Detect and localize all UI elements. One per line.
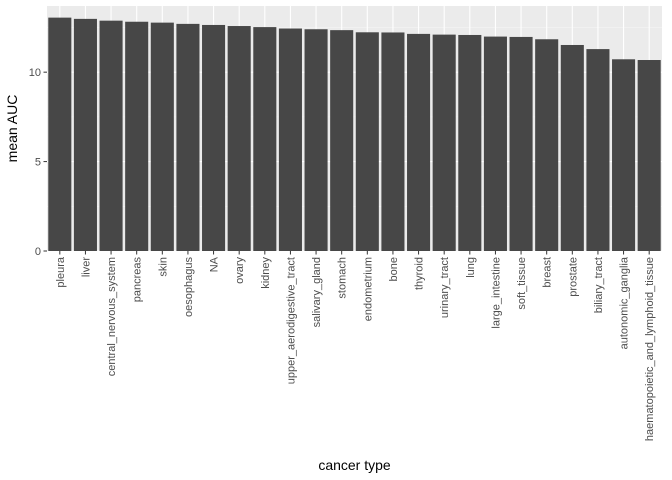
bar-bone bbox=[381, 32, 405, 252]
x-tick-label: biliary_tract bbox=[593, 257, 605, 313]
x-tick-label: oesophagus bbox=[183, 257, 195, 317]
x-tick-label: bone bbox=[388, 257, 400, 281]
x-tick-label: kidney bbox=[260, 257, 272, 289]
y-axis-title: mean AUC bbox=[4, 95, 20, 163]
bar-oesophagus bbox=[176, 23, 200, 252]
x-tick-label: skin bbox=[157, 257, 169, 277]
x-tick-label: soft_tissue bbox=[516, 257, 528, 310]
x-tick-label: central_nervous_system bbox=[106, 257, 118, 376]
y-tick-label: 5 bbox=[35, 157, 41, 169]
bar-NA bbox=[202, 24, 226, 251]
bar-kidney bbox=[253, 27, 277, 252]
x-tick-label: thyroid bbox=[414, 257, 426, 290]
y-tick-label: 0 bbox=[35, 246, 41, 258]
bar-breast bbox=[535, 39, 559, 252]
x-tick-label: pleura bbox=[55, 256, 67, 287]
x-axis-title: cancer type bbox=[318, 457, 391, 473]
x-tick-label: salivary_gland bbox=[311, 257, 323, 327]
bar-prostate bbox=[560, 44, 584, 252]
x-tick-label: large_intestine bbox=[490, 257, 502, 329]
plot-panel bbox=[47, 6, 662, 251]
bar-soft_tissue bbox=[509, 36, 533, 251]
bar-biliary_tract bbox=[586, 49, 610, 251]
bar-upper_aerodigestive_tract bbox=[278, 28, 302, 251]
bar-haematopoietic_and_lymphoid_tissue bbox=[637, 60, 661, 252]
bar-liver bbox=[73, 18, 97, 251]
x-tick-label: prostate bbox=[567, 257, 579, 297]
bar-pleura bbox=[48, 17, 72, 252]
x-tick-label: lung bbox=[465, 257, 477, 278]
bar-pancreas bbox=[125, 21, 149, 251]
minor-gridlines bbox=[47, 27, 662, 207]
x-tick-label: autonomic_ganglia bbox=[619, 256, 631, 349]
x-tick-label: upper_aerodigestive_tract bbox=[285, 257, 297, 384]
bar-autonomic_ganglia bbox=[612, 59, 636, 252]
x-tick-label: pancreas bbox=[132, 257, 144, 303]
x-tick-label: stomach bbox=[337, 257, 349, 299]
bar-thyroid bbox=[407, 33, 431, 251]
bar-ovary bbox=[227, 26, 251, 251]
x-tick-label: endometrium bbox=[362, 257, 374, 321]
bar-endometrium bbox=[355, 32, 379, 251]
x-tick-label: NA bbox=[209, 256, 221, 272]
bar-skin bbox=[150, 22, 174, 251]
x-tick-label: haematopoietic_and_lymphoid_tissue bbox=[644, 257, 656, 441]
x-tick-label: ovary bbox=[234, 257, 246, 284]
bar-large_intestine bbox=[483, 36, 507, 251]
bar-lung bbox=[458, 34, 482, 252]
x-tick-label: urinary_tract bbox=[439, 257, 451, 318]
bar-urinary_tract bbox=[432, 34, 456, 251]
bars bbox=[48, 17, 661, 252]
x-tick-label: breast bbox=[542, 257, 554, 288]
bar-salivary_gland bbox=[304, 29, 328, 252]
y-axis: 0 5 10 bbox=[29, 67, 47, 258]
x-axis: pleura liver central_nervous_system pancrea… bbox=[55, 251, 656, 441]
x-tick-label: liver bbox=[80, 257, 92, 278]
bar-central_nervous_system bbox=[99, 20, 123, 252]
bar-stomach bbox=[330, 30, 354, 252]
y-tick-label: 10 bbox=[29, 67, 41, 79]
